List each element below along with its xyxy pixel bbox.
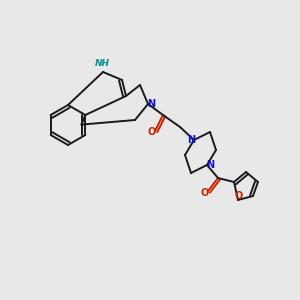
Text: O: O (148, 127, 156, 137)
Text: NH: NH (94, 59, 110, 68)
Text: O: O (201, 188, 209, 198)
Text: O: O (235, 191, 243, 201)
Text: N: N (187, 135, 195, 145)
Text: N: N (206, 160, 214, 170)
Text: N: N (147, 99, 155, 109)
